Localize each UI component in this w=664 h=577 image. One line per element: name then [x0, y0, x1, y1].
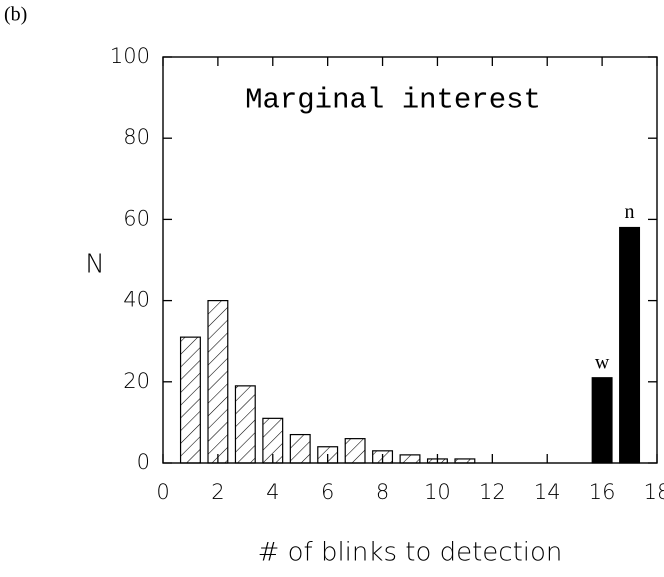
x-tick-label: 8: [376, 480, 389, 504]
bar: [454, 458, 476, 464]
bar: [344, 438, 366, 464]
y-tick-label: 0: [137, 450, 150, 474]
x-axis-label: # of blinks to detection: [258, 538, 563, 568]
y-tick-label: 40: [123, 288, 150, 312]
y-axis-label: N: [85, 250, 104, 280]
bar: [372, 450, 394, 464]
y-tick-label: 80: [123, 125, 150, 149]
y-tick-label: 60: [123, 206, 150, 230]
chart-title: Marginal interest: [245, 84, 541, 117]
bar: [262, 417, 284, 464]
bar: [234, 385, 256, 464]
x-tick-label: 0: [156, 480, 169, 504]
bar-label: w: [595, 351, 610, 373]
bar: [317, 446, 339, 464]
bar-label: n: [625, 201, 635, 223]
panel-label: (b): [4, 4, 27, 26]
y-tick-label: 20: [123, 369, 150, 393]
x-tick-label: 6: [321, 480, 334, 504]
bar: [591, 377, 613, 464]
x-tick-label: 2: [211, 480, 224, 504]
bar: [426, 458, 448, 464]
x-tick-label: 18: [644, 480, 664, 504]
bar: [179, 336, 201, 464]
x-tick-label: 16: [589, 480, 616, 504]
x-tick-label: 14: [534, 480, 561, 504]
x-tick-label: 10: [424, 480, 451, 504]
bar: [289, 433, 311, 464]
bar: [207, 300, 229, 464]
x-tick-label: 4: [266, 480, 279, 504]
x-tick-label: 12: [479, 480, 506, 504]
bar: [399, 454, 421, 464]
bar: [619, 226, 641, 464]
y-tick-label: 100: [110, 44, 150, 68]
